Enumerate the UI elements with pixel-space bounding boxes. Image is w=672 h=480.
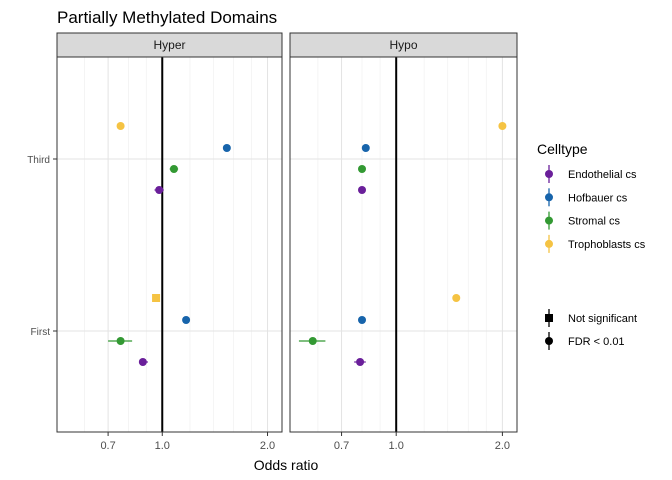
legend-item-not-significant: Not significant xyxy=(545,309,637,327)
data-point-hofbauer-cs-third xyxy=(361,144,370,152)
legend-title: Celltype xyxy=(537,141,588,157)
x-tick-label: 2.0 xyxy=(260,440,275,452)
x-tick-label: 1.0 xyxy=(155,440,170,452)
data-point-hofbauer-cs-third xyxy=(222,144,231,152)
legend-label: Endothelial cs xyxy=(568,169,637,181)
data-point-trophoblasts-cs-third xyxy=(116,122,125,130)
legend-label: Trophoblasts cs xyxy=(568,239,646,251)
data-point-hofbauer-cs-first xyxy=(358,316,367,324)
point-marker-circle xyxy=(308,337,317,345)
data-point-endothelial-cs-first xyxy=(354,358,366,366)
y-tick-label-third: Third xyxy=(27,155,50,166)
legend-label: Hofbauer cs xyxy=(568,192,628,204)
facet-strip xyxy=(56,32,283,58)
data-point-stromal-cs-third xyxy=(358,165,367,173)
panel-background xyxy=(290,57,517,432)
point-marker-circle xyxy=(116,337,125,345)
legend-item-fdr-0-01: FDR < 0.01 xyxy=(545,332,625,350)
chart-title: Partially Methylated Domains xyxy=(57,8,277,27)
facet-label: Hyper xyxy=(153,38,185,52)
x-tick-label: 0.7 xyxy=(100,440,115,452)
x-tick-label: 0.7 xyxy=(334,440,349,452)
y-tick-label-first: First xyxy=(31,327,51,338)
legend-key-circle xyxy=(545,337,553,345)
data-point-endothelial-cs-third xyxy=(154,186,164,194)
facet-panels: Hyper 0.7 1.0 2.0 First Third Hypo 0.7 1.0 2.0 xyxy=(27,32,518,452)
data-point-endothelial-cs-first xyxy=(138,358,148,366)
legend-key-square xyxy=(545,314,553,322)
data-point-stromal-cs-first xyxy=(108,337,133,345)
point-marker-circle xyxy=(222,144,231,152)
point-marker-circle xyxy=(138,358,147,366)
point-marker-circle xyxy=(498,122,507,130)
x-axis-label: Odds ratio xyxy=(254,457,319,473)
data-point-endothelial-cs-third xyxy=(358,186,367,194)
x-tick-label: 2.0 xyxy=(495,440,510,452)
point-marker-circle xyxy=(358,165,367,173)
data-point-trophoblasts-cs-first xyxy=(452,294,461,302)
legend-key-point xyxy=(545,193,553,202)
point-marker-square xyxy=(152,294,161,302)
panel-hypo: Hypo 0.7 1.0 2.0 xyxy=(289,32,518,452)
point-marker-circle xyxy=(358,186,367,194)
panel-background xyxy=(57,57,282,432)
legend-key-point xyxy=(545,170,553,178)
point-marker-circle xyxy=(116,122,125,130)
x-tick-label: 1.0 xyxy=(389,440,404,452)
data-point-stromal-cs-first xyxy=(298,337,326,345)
panel-border xyxy=(56,56,283,433)
legend-item-hofbauer-cs: Hofbauer cs xyxy=(545,188,628,207)
point-marker-circle xyxy=(155,186,164,194)
point-marker-circle xyxy=(358,316,367,324)
data-point-trophoblasts-cs-first xyxy=(152,294,161,302)
point-marker-circle xyxy=(356,358,365,366)
panel-border xyxy=(289,56,518,433)
point-marker-circle xyxy=(361,144,370,152)
data-point-hofbauer-cs-first xyxy=(182,316,191,324)
point-marker-circle xyxy=(169,165,178,173)
legend-label: FDR < 0.01 xyxy=(568,336,625,348)
legend-item-stromal-cs: Stromal cs xyxy=(545,211,620,230)
point-marker-circle xyxy=(452,294,461,302)
legend-label: Not significant xyxy=(568,313,637,325)
data-point-stromal-cs-third xyxy=(169,165,179,173)
facet-strip xyxy=(289,32,518,58)
panel-hyper: Hyper 0.7 1.0 2.0 First Third xyxy=(27,32,283,452)
legend-key-point xyxy=(545,239,553,248)
legend: Celltype Endothelial cs Hofbauer cs Stromal… xyxy=(537,141,646,350)
legend-label: Stromal cs xyxy=(568,216,620,228)
point-marker-circle xyxy=(182,316,191,324)
facet-label: Hypo xyxy=(389,38,417,52)
data-point-trophoblasts-cs-third xyxy=(498,122,507,130)
legend-item-trophoblasts-cs: Trophoblasts cs xyxy=(545,234,646,253)
legend-key-point xyxy=(545,216,553,225)
legend-item-endothelial-cs: Endothelial cs xyxy=(545,165,637,183)
